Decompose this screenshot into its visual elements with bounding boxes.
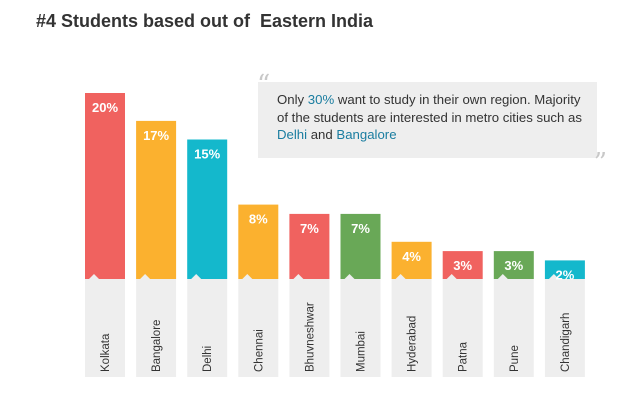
pointer-icon: [395, 274, 406, 279]
value-label: 7%: [351, 221, 370, 236]
category-label-bg: [442, 279, 483, 377]
value-label: 4%: [402, 249, 421, 264]
open-quote-icon: “: [257, 70, 271, 100]
category-label: Kolkata: [100, 333, 112, 372]
category-label: Bhuvneshwar: [304, 302, 316, 372]
callout-percent: 30%: [307, 92, 335, 107]
category-label: Patna: [458, 341, 470, 372]
bar-chandigarh: [544, 260, 585, 279]
category-label: Chandigarh: [560, 313, 572, 372]
value-label: 15%: [194, 147, 220, 162]
page-title: #4 Students based out of Eastern India: [36, 11, 374, 31]
value-label: 7%: [300, 221, 319, 236]
category-label-bg: [136, 279, 177, 377]
bar-chennai: [238, 204, 279, 279]
pointer-icon: [89, 274, 99, 279]
category-label-bg: [187, 279, 228, 377]
bar-mumbai: [340, 213, 381, 279]
pointer-icon: [242, 274, 253, 279]
pointer-icon: [191, 274, 202, 279]
pointer-icon: [344, 274, 355, 279]
category-label: Chennai: [253, 329, 265, 372]
callout-text: Only 30% want to study in their own regi…: [277, 91, 589, 144]
callout-city-bangalore: Bangalore: [336, 127, 397, 142]
pointer-icon: [293, 274, 304, 279]
category-label-bg: [85, 279, 125, 377]
bar-hyderabad: [391, 241, 432, 279]
bar-delhi: [187, 139, 228, 279]
value-label: 20%: [92, 100, 118, 115]
pointer-icon: [140, 274, 151, 279]
category-label-bg: [493, 279, 534, 377]
category-label-bg: [289, 279, 330, 377]
pointer-icon: [446, 274, 457, 279]
callout-city-delhi: Delhi: [277, 127, 308, 142]
pointer-icon: [548, 274, 559, 279]
callout-and: and: [307, 127, 337, 142]
value-label: 3%: [453, 258, 472, 273]
category-label: Mumbai: [356, 331, 368, 372]
bar-bangalore: [136, 120, 177, 280]
bar-pune: [493, 251, 534, 279]
category-label: Pune: [509, 345, 521, 372]
category-label: Hyderabad: [407, 316, 419, 372]
value-label: 17%: [143, 128, 169, 143]
category-label-bg: [544, 279, 585, 377]
value-label: 3%: [504, 258, 523, 273]
category-label-bg: [340, 279, 381, 377]
category-label: Delhi: [202, 346, 214, 372]
callout-mid: want to study in their own region. Major…: [277, 92, 582, 125]
pointer-icon: [497, 274, 508, 279]
category-label: Bangalore: [151, 320, 163, 372]
bar-kolkata: [85, 93, 125, 279]
callout-box: “ Only 30% want to study in their own re…: [257, 72, 607, 176]
value-label: 8%: [249, 212, 268, 227]
close-quote-icon: ”: [593, 148, 607, 178]
value-label: 2%: [556, 267, 575, 282]
category-label-bg: [238, 279, 279, 377]
callout-pre: Only: [277, 92, 308, 107]
category-label-bg: [391, 279, 432, 377]
bar-patna: [442, 251, 483, 279]
bar-bhuvneshwar: [289, 213, 330, 279]
